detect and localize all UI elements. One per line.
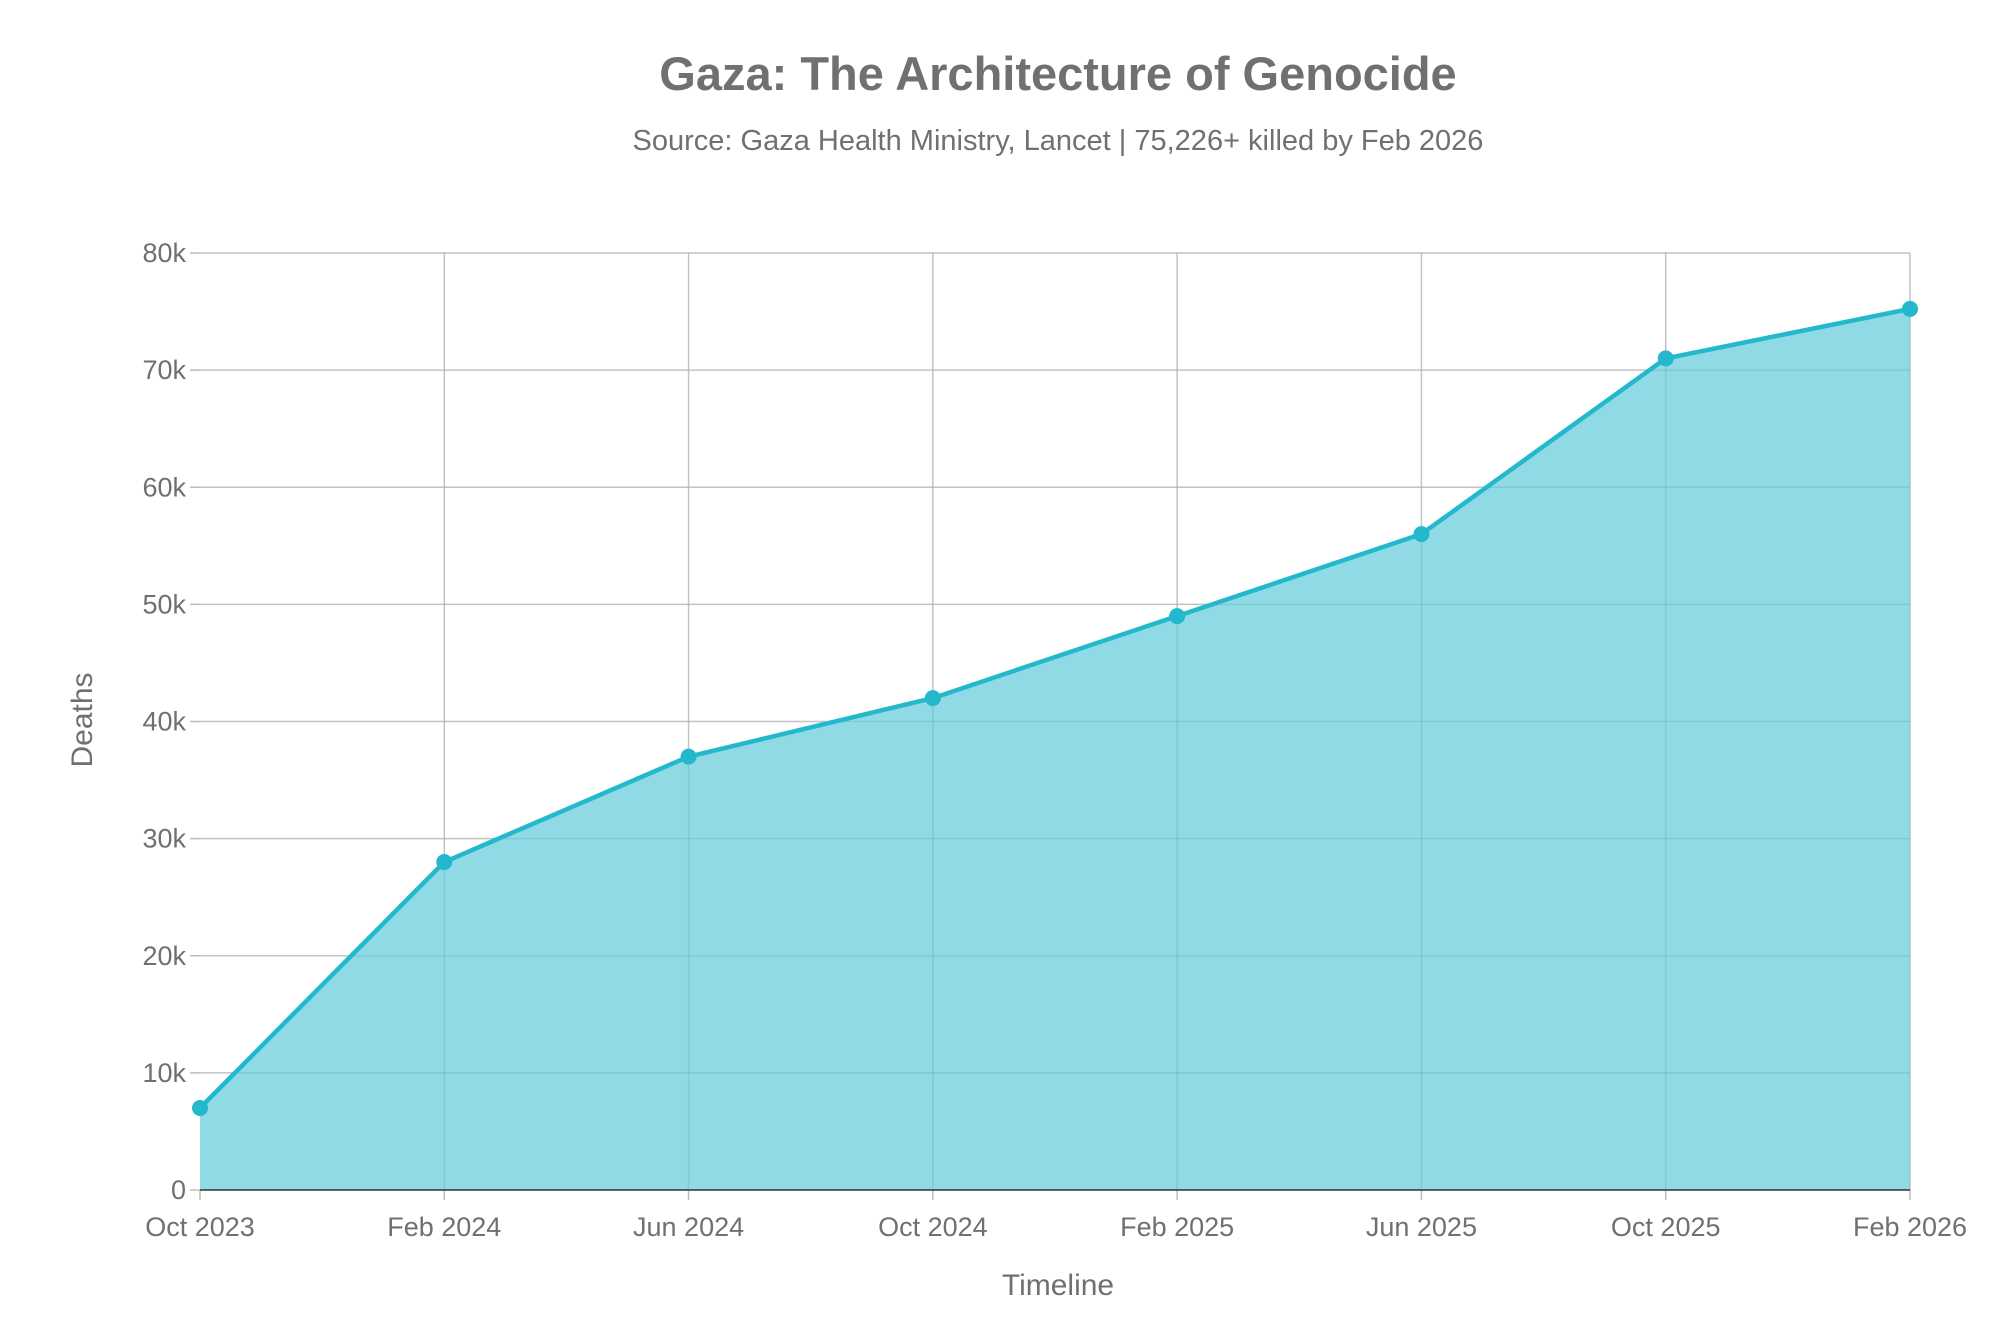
x-tick-label: Oct 2024 bbox=[878, 1212, 988, 1242]
y-tick-label: 40k bbox=[142, 707, 186, 737]
x-tick-label: Jun 2025 bbox=[1366, 1212, 1477, 1242]
data-point[interactable] bbox=[680, 748, 697, 765]
x-tick-label: Jun 2024 bbox=[633, 1212, 744, 1242]
y-tick-label: 60k bbox=[142, 472, 186, 502]
y-tick-label: 20k bbox=[142, 941, 186, 971]
y-tick-label: 0 bbox=[171, 1175, 186, 1205]
chart-subtitle: Source: Gaza Health Ministry, Lancet | 7… bbox=[633, 125, 1484, 157]
area-layer bbox=[192, 252, 1918, 1190]
data-point[interactable] bbox=[1413, 526, 1430, 543]
series-line bbox=[198, 306, 1911, 1110]
chart-title: Gaza: The Architecture of Genocide bbox=[659, 47, 1456, 100]
data-point[interactable] bbox=[1169, 608, 1186, 625]
y-tick-label: 30k bbox=[142, 824, 186, 854]
y-axis-title: Deaths bbox=[66, 672, 99, 767]
data-point[interactable] bbox=[924, 690, 941, 707]
x-tick-label: Feb 2024 bbox=[387, 1212, 501, 1242]
y-tick-label: 50k bbox=[142, 589, 186, 619]
x-tick-label: Feb 2025 bbox=[1120, 1212, 1234, 1242]
y-tick-label: 70k bbox=[142, 355, 186, 385]
x-tick-label: Feb 2026 bbox=[1853, 1212, 1967, 1242]
area-fill bbox=[200, 308, 1910, 1190]
axis-layer: 0 10k 20k 30k 40k 50k 60k 70k 80k Oct 2023 Feb 202… bbox=[142, 238, 1967, 1242]
data-point[interactable] bbox=[1657, 350, 1674, 367]
x-axis-title: Timeline bbox=[1002, 1269, 1114, 1302]
y-tick-label: 10k bbox=[142, 1058, 186, 1088]
x-tick-label: Oct 2023 bbox=[145, 1212, 255, 1242]
data-point[interactable] bbox=[1902, 300, 1918, 317]
data-point[interactable] bbox=[436, 854, 453, 871]
y-tick-label: 80k bbox=[142, 238, 186, 268]
data-point[interactable] bbox=[192, 1100, 208, 1117]
x-tick-label: Oct 2025 bbox=[1611, 1212, 1721, 1242]
